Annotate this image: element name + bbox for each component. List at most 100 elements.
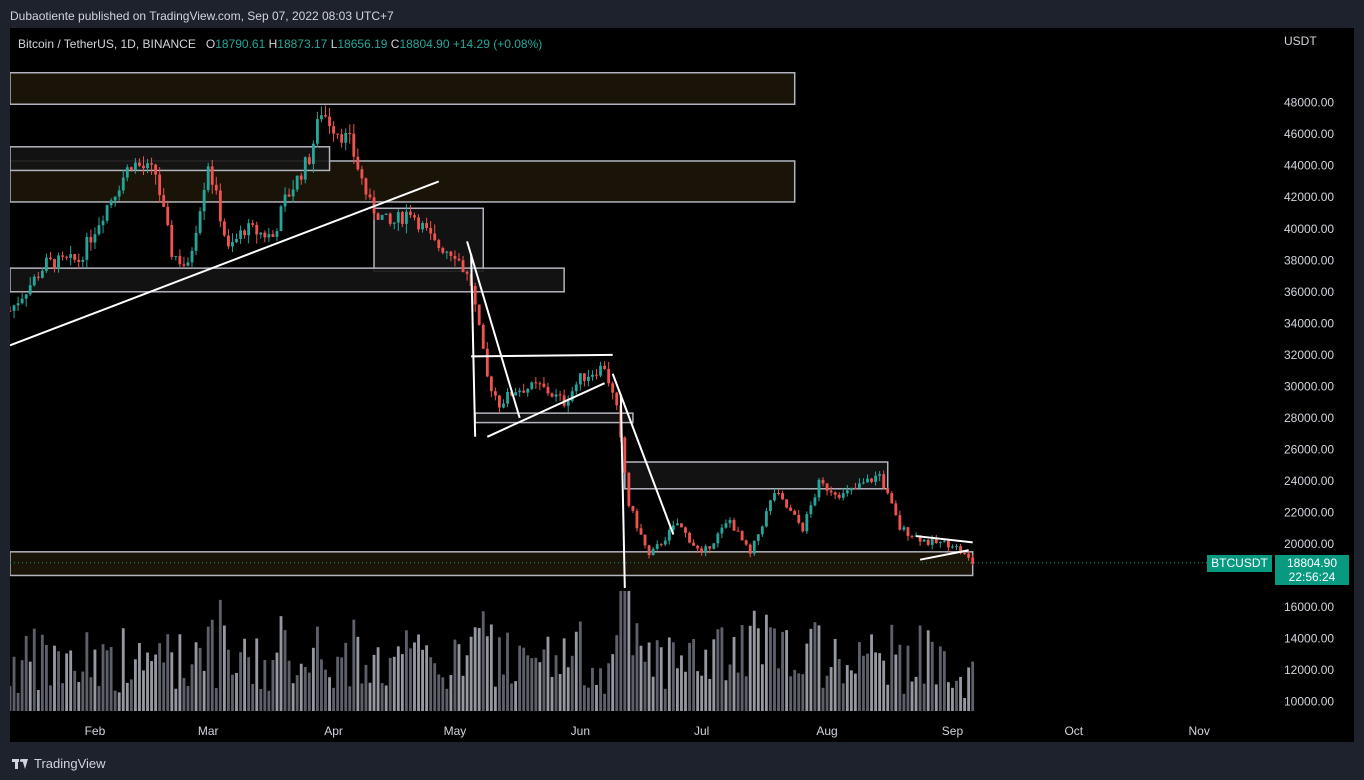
volume-bar	[566, 667, 570, 711]
candle-body	[789, 507, 793, 511]
x-tick-label: Jun	[571, 724, 590, 738]
candle-body	[154, 164, 158, 175]
legend-low: 18656.19	[337, 37, 388, 51]
tradingview-brand[interactable]: TradingView	[12, 756, 106, 771]
candle-body	[348, 132, 352, 134]
volume-bar	[777, 668, 780, 711]
candle-body	[336, 133, 340, 135]
legend-low-label: L	[330, 37, 338, 51]
volume-bar	[81, 671, 85, 711]
candle-body	[667, 529, 671, 541]
candle-body	[562, 395, 566, 406]
candle-body	[194, 232, 198, 251]
volume-bar	[720, 627, 724, 711]
volume-bar	[489, 624, 493, 711]
candle-body	[174, 256, 178, 258]
candle-body	[635, 510, 639, 529]
candle-body	[32, 276, 36, 286]
candle-body	[817, 479, 821, 498]
volume-bar	[833, 638, 837, 711]
volume-bar	[829, 667, 833, 711]
candle-body	[971, 557, 975, 564]
candle-body	[178, 256, 182, 265]
candle-body	[829, 490, 833, 493]
candle-body	[57, 255, 60, 269]
candlestick-chart[interactable]: USDT 48000.00 46000.00 44000.00 42000.00 4000…	[10, 28, 1354, 742]
trendline-2	[470, 253, 477, 437]
trendline-0	[10, 180, 440, 347]
y-tick-label: 10000.00	[1284, 695, 1334, 709]
legend-symbol: Bitcoin / TetherUS, 1D, BINANCE	[18, 37, 196, 51]
candle-body	[748, 544, 752, 554]
volume-bar	[344, 642, 348, 711]
volume-bar	[930, 641, 934, 711]
volume-bar	[878, 653, 882, 711]
volume-bar	[635, 623, 639, 711]
candle-body	[437, 240, 441, 248]
volume-bar	[716, 629, 720, 711]
volume-bar	[922, 683, 926, 711]
candle-body	[477, 304, 481, 325]
volume-bar	[793, 669, 797, 711]
volume-bar	[769, 627, 772, 711]
candle-body	[93, 234, 97, 243]
volume-bar	[955, 680, 958, 711]
legend-open-label: O	[205, 37, 216, 51]
volume-bar	[404, 630, 408, 711]
currency-label: USDT	[1284, 34, 1317, 48]
candle-body	[162, 195, 166, 207]
candle-body	[821, 479, 825, 484]
volume-bar	[704, 649, 708, 711]
volume-bar	[457, 644, 461, 711]
volume-bar	[595, 684, 598, 711]
candle-body	[368, 194, 372, 198]
volume-bar	[946, 682, 950, 711]
volume-bar	[113, 690, 117, 711]
volume-bar	[934, 684, 938, 711]
candle-body	[785, 499, 789, 508]
volume-bar	[93, 649, 97, 711]
candle-body	[878, 474, 882, 476]
candle-body	[582, 373, 586, 381]
x-tick-label: Jul	[694, 724, 709, 738]
volume-bar	[231, 674, 234, 711]
volume-bar	[963, 697, 967, 711]
volume-bar	[166, 634, 170, 711]
candle-body	[65, 256, 69, 258]
candle-body	[853, 487, 857, 489]
volume-bar	[550, 676, 554, 711]
candle-body	[833, 492, 837, 495]
candle-body	[315, 119, 319, 144]
volume-bar	[364, 664, 368, 711]
candle-body	[125, 167, 129, 178]
y-tick-label: 38000.00	[1284, 253, 1334, 267]
candle-body	[530, 382, 534, 389]
candle-body	[129, 167, 133, 170]
volume-bar	[28, 661, 32, 711]
candle-body	[498, 395, 501, 408]
candle-body	[49, 257, 52, 260]
candle-body	[538, 383, 542, 385]
volume-bar	[748, 625, 752, 711]
volume-bar	[376, 647, 380, 711]
volume-bar	[324, 669, 327, 711]
candle-body	[566, 400, 570, 406]
volume-bar	[77, 681, 81, 711]
candle-body	[40, 270, 44, 278]
volume-bar	[619, 591, 623, 711]
volume-bar	[659, 647, 663, 711]
volume-bar	[728, 664, 732, 711]
volume-bar	[10, 686, 12, 711]
x-tick-label: Sep	[942, 724, 964, 738]
volume-bar	[61, 683, 64, 711]
y-tick-label: 22000.00	[1284, 505, 1334, 519]
candle-body	[578, 373, 582, 385]
volume-bar	[510, 683, 513, 711]
volume-bar	[332, 687, 336, 711]
candle-body	[303, 157, 307, 180]
volume-bar	[247, 657, 251, 711]
volume-bar	[890, 624, 894, 711]
zone-5	[474, 412, 634, 424]
volume-bar	[85, 632, 89, 711]
volume-bar	[437, 674, 441, 711]
